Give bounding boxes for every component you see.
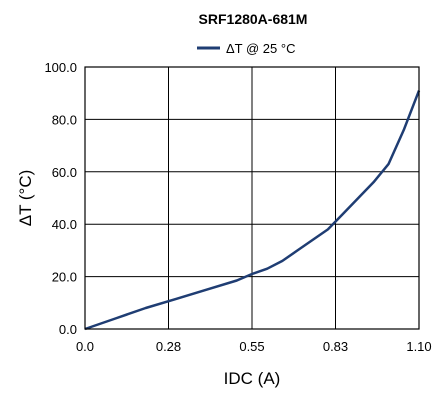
- x-tick-label: 0.28: [156, 339, 181, 354]
- plot-frame: [84, 66, 420, 330]
- tick-labels: 0.0 0.28 0.55 0.83 1.10 0.0 20.0 40.0 60.0 80.0 10…: [44, 60, 431, 354]
- y-tick-label: 20.0: [52, 270, 77, 285]
- y-tick-label: 100.0: [44, 60, 77, 75]
- y-tick-label: 40.0: [52, 217, 77, 232]
- legend-label: ΔT @ 25 °C: [226, 41, 295, 56]
- x-tick-label: 0.83: [323, 339, 348, 354]
- series-line: [84, 90, 421, 331]
- x-tick-label: 1.10: [406, 339, 431, 354]
- grid: [84, 66, 420, 330]
- x-tick-label: 0.55: [239, 339, 264, 354]
- y-tick-label: 0.0: [59, 322, 77, 337]
- x-tick-label: 0.0: [76, 339, 94, 354]
- x-axis-label: IDC (A): [224, 369, 281, 388]
- legend: ΔT @ 25 °C: [197, 41, 295, 56]
- y-tick-label: 80.0: [52, 112, 77, 127]
- series-group: [84, 90, 421, 331]
- y-axis-label: ΔT (°C): [16, 170, 35, 227]
- y-tick-label: 60.0: [52, 165, 77, 180]
- chart-title: SRF1280A-681M: [199, 11, 308, 27]
